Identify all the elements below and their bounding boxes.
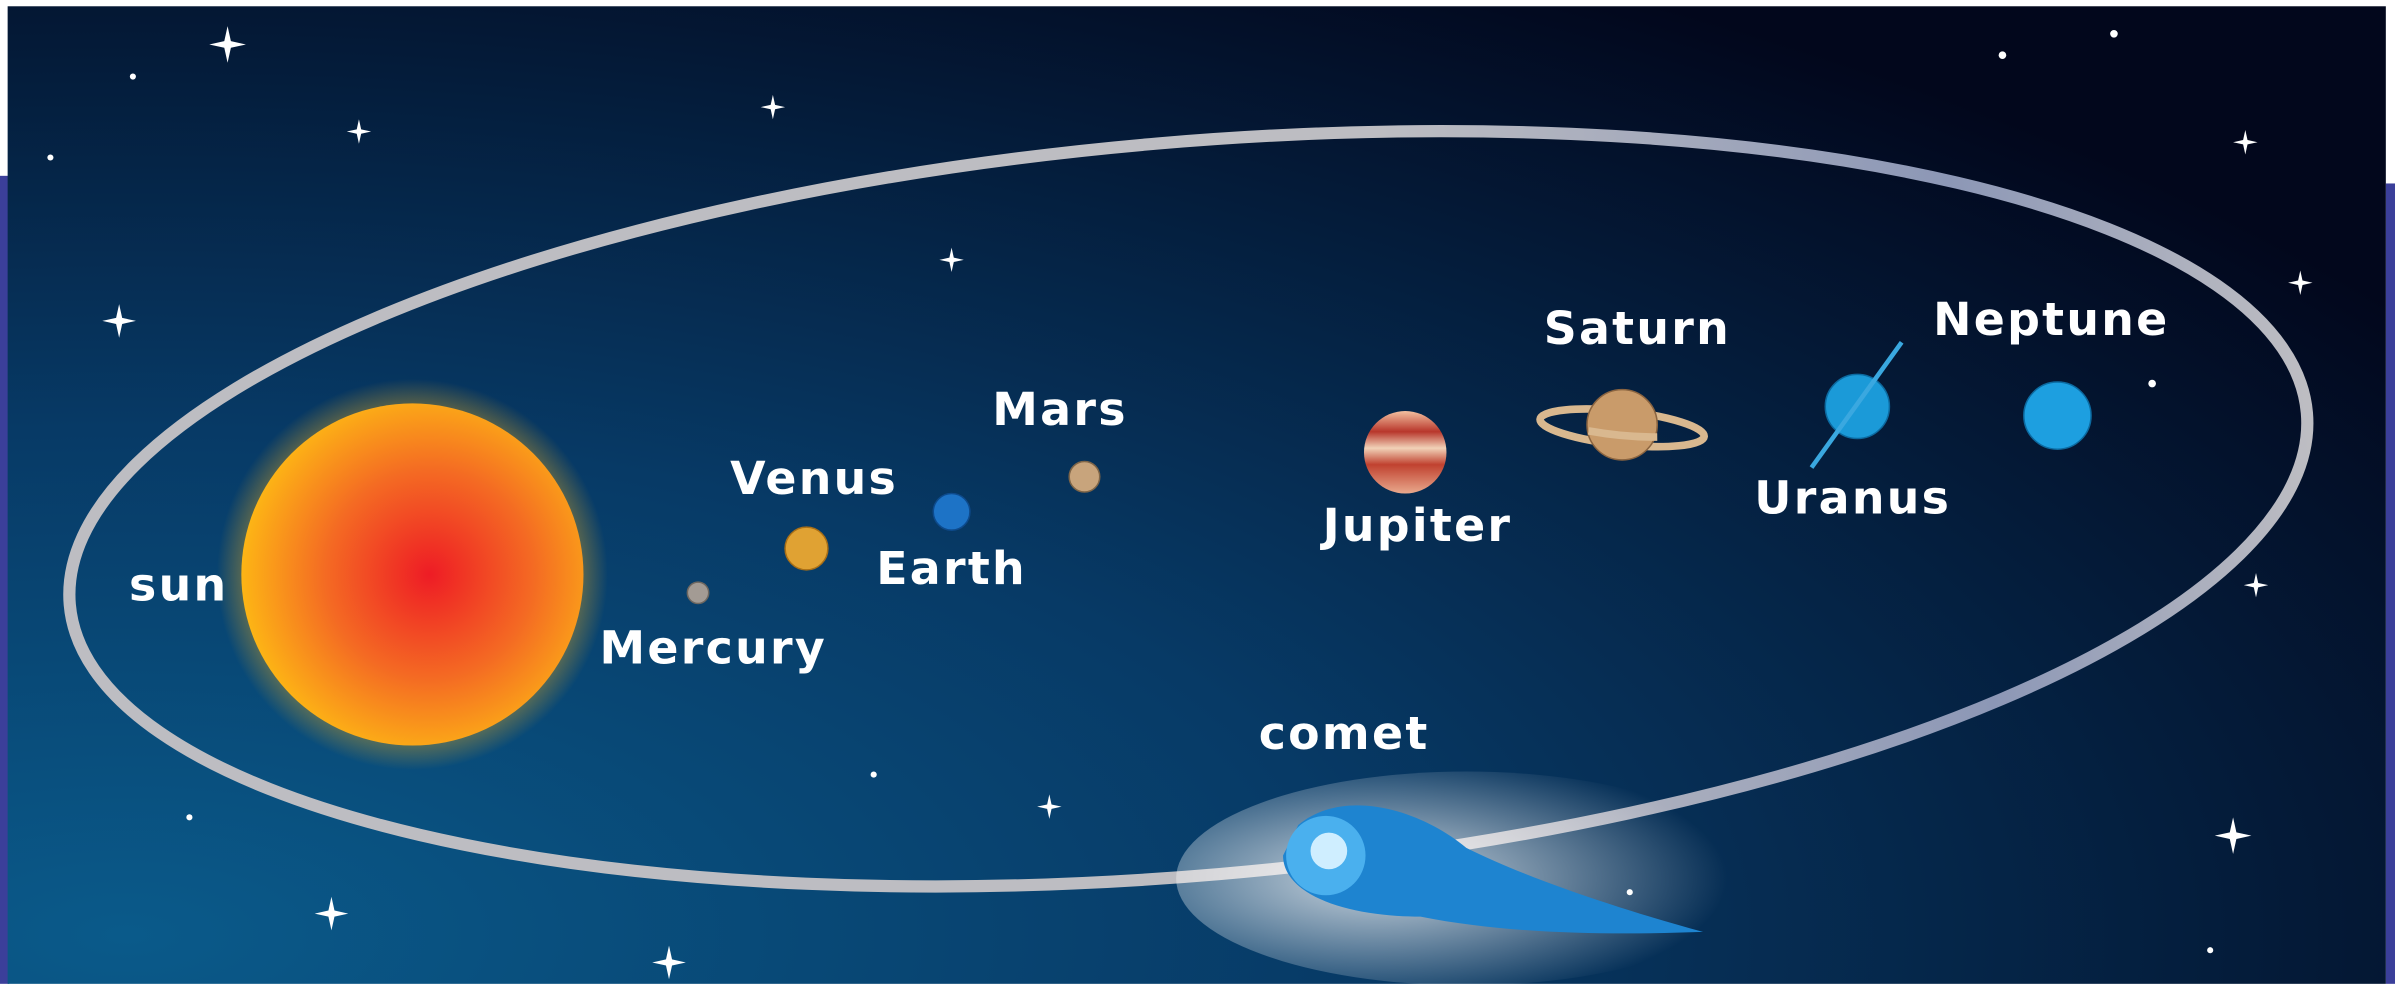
comet-label: comet bbox=[1259, 706, 1430, 760]
uranus-label: Uranus bbox=[1754, 471, 1951, 525]
solar-system-diagram: sun Mercury Venus Earth Mars Jupiter Sat… bbox=[0, 0, 2395, 984]
earth-label: Earth bbox=[876, 541, 1027, 595]
comet bbox=[1176, 772, 1756, 984]
neptune bbox=[2024, 382, 2091, 449]
sun bbox=[241, 403, 583, 745]
mars-label: Mars bbox=[992, 382, 1128, 436]
earth bbox=[933, 494, 970, 531]
neptune-label: Neptune bbox=[1933, 292, 2169, 346]
mercury bbox=[687, 582, 708, 603]
saturn-label: Saturn bbox=[1544, 301, 1731, 355]
venus bbox=[785, 527, 828, 570]
mercury-label: Mercury bbox=[600, 620, 828, 674]
mars bbox=[1069, 461, 1100, 492]
jupiter-label: Jupiter bbox=[1320, 498, 1513, 552]
jupiter bbox=[1364, 411, 1446, 493]
side-strip bbox=[2386, 183, 2395, 983]
venus-label: Venus bbox=[730, 451, 898, 505]
sun-label: sun bbox=[129, 558, 228, 612]
